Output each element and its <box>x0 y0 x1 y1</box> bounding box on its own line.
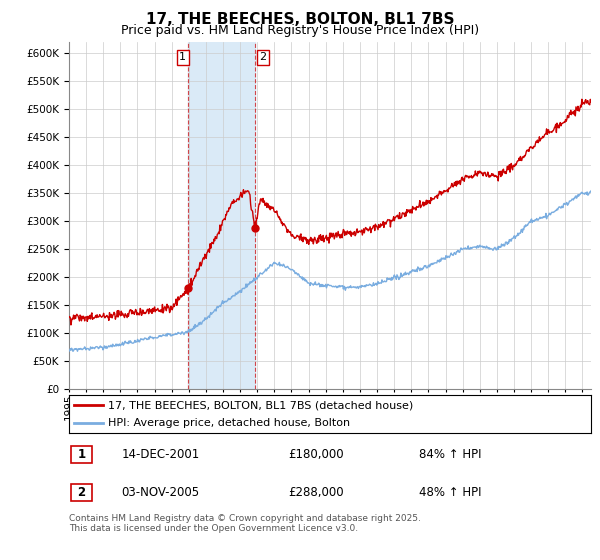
Text: 48% ↑ HPI: 48% ↑ HPI <box>419 486 481 499</box>
Text: 2: 2 <box>77 486 86 499</box>
Text: 14-DEC-2001: 14-DEC-2001 <box>121 448 199 461</box>
Text: HPI: Average price, detached house, Bolton: HPI: Average price, detached house, Bolt… <box>108 418 350 428</box>
Bar <box>71 446 92 463</box>
Text: 17, THE BEECHES, BOLTON, BL1 7BS (detached house): 17, THE BEECHES, BOLTON, BL1 7BS (detach… <box>108 400 413 410</box>
Bar <box>71 484 92 501</box>
Bar <box>188 42 254 389</box>
Text: Contains HM Land Registry data © Crown copyright and database right 2025.
This d: Contains HM Land Registry data © Crown c… <box>69 514 421 534</box>
Text: £288,000: £288,000 <box>288 486 344 499</box>
Text: 17, THE BEECHES, BOLTON, BL1 7BS: 17, THE BEECHES, BOLTON, BL1 7BS <box>146 12 454 27</box>
Text: 03-NOV-2005: 03-NOV-2005 <box>121 486 199 499</box>
Text: 1: 1 <box>77 448 86 461</box>
Text: £180,000: £180,000 <box>288 448 344 461</box>
Text: 84% ↑ HPI: 84% ↑ HPI <box>419 448 481 461</box>
Text: 2: 2 <box>260 53 266 62</box>
Text: 1: 1 <box>179 53 187 62</box>
Text: Price paid vs. HM Land Registry's House Price Index (HPI): Price paid vs. HM Land Registry's House … <box>121 24 479 37</box>
